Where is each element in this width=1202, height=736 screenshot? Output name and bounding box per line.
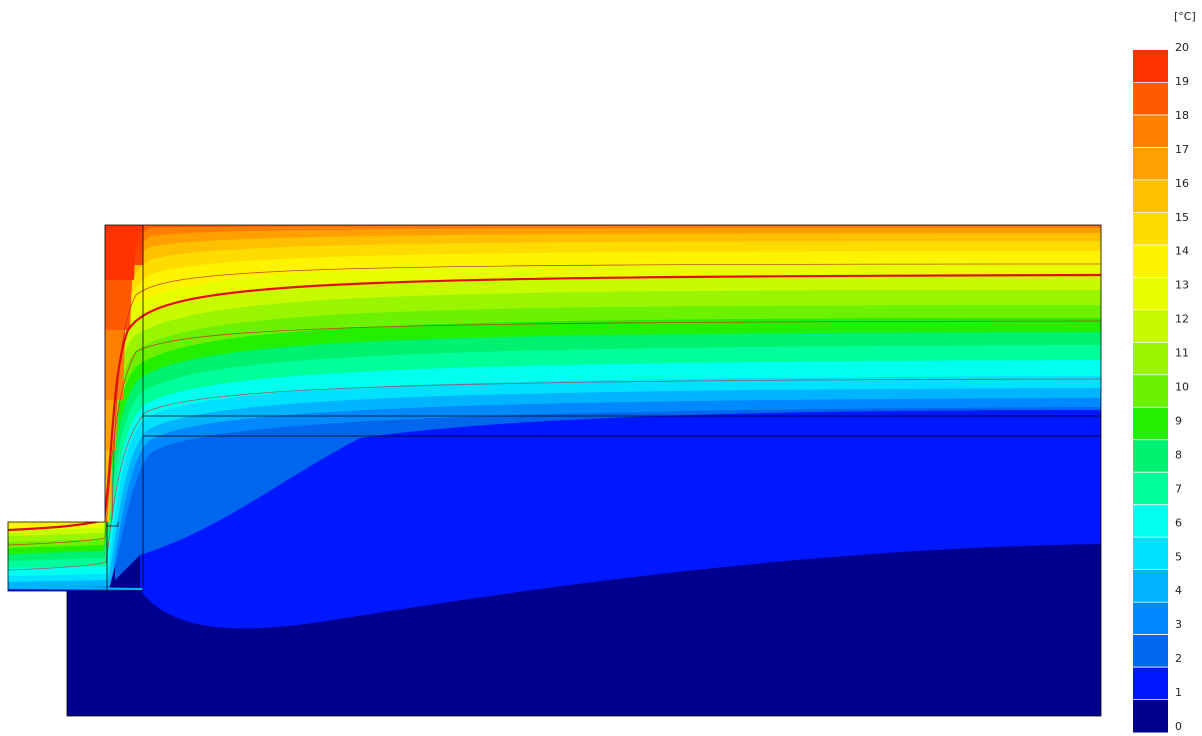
isotherm-6 xyxy=(8,378,1101,571)
legend-tick-4: 4 xyxy=(1175,584,1182,597)
band-1 xyxy=(140,410,1101,629)
legend-swatch-1 xyxy=(1133,667,1168,701)
legend-swatch-0 xyxy=(1133,699,1168,733)
legend-tick-14: 14 xyxy=(1175,245,1189,258)
legend-tick-10: 10 xyxy=(1175,381,1189,394)
isotherm-17 xyxy=(111,263,1101,521)
legend-tick-2: 2 xyxy=(1175,652,1182,665)
legend-swatch-9 xyxy=(1133,407,1168,441)
isotherm-12 xyxy=(8,320,1101,546)
corner-warm-zone xyxy=(105,225,143,265)
legend-swatch-20 xyxy=(1133,50,1168,83)
legend-tick-6: 6 xyxy=(1175,516,1182,529)
legend-tick-0: 0 xyxy=(1175,720,1182,733)
legend-tick-15: 15 xyxy=(1175,211,1189,224)
legend-swatch-13 xyxy=(1133,277,1168,311)
legend-tick-5: 5 xyxy=(1175,550,1182,563)
legend-swatch-18 xyxy=(1133,114,1168,148)
legend-tick-7: 7 xyxy=(1175,482,1182,495)
legend-tick-8: 8 xyxy=(1175,448,1182,461)
legend-swatch-12 xyxy=(1133,309,1168,343)
legend-swatch-8 xyxy=(1133,439,1168,473)
legend-swatch-19 xyxy=(1133,82,1168,116)
legend-tick-13: 13 xyxy=(1175,279,1189,292)
legend-swatch-11 xyxy=(1133,342,1168,376)
legend-swatch-7 xyxy=(1133,472,1168,506)
legend-swatch-4 xyxy=(1133,569,1168,603)
legend-swatch-6 xyxy=(1133,504,1168,538)
legend-tick-18: 18 xyxy=(1175,109,1189,122)
legend-swatch-16 xyxy=(1133,179,1168,213)
legend-tick-12: 12 xyxy=(1175,313,1189,326)
legend-swatch-14 xyxy=(1133,244,1168,278)
legend-swatch-17 xyxy=(1133,147,1168,181)
legend-swatch-10 xyxy=(1133,374,1168,408)
legend-tick-17: 17 xyxy=(1175,143,1189,156)
legend-tick-16: 16 xyxy=(1175,177,1189,190)
legend-tick-9: 9 xyxy=(1175,414,1182,427)
legend-swatch-5 xyxy=(1133,537,1168,571)
band-14 xyxy=(8,225,1101,527)
geometry-outlines xyxy=(7,224,1102,717)
legend-tick-19: 19 xyxy=(1175,75,1189,88)
legend-swatch-3 xyxy=(1133,602,1168,636)
legend-tick-20: 20 xyxy=(1175,41,1189,54)
legend-swatch-15 xyxy=(1133,212,1168,246)
footing-cold-b xyxy=(8,589,143,591)
legend-tick-11: 11 xyxy=(1175,347,1189,360)
legend-tick-3: 3 xyxy=(1175,618,1182,631)
legend-tick-1: 1 xyxy=(1175,686,1182,699)
legend-unit-label: [°C] xyxy=(1174,10,1196,23)
footing-notch xyxy=(107,522,119,527)
legend-swatch-2 xyxy=(1133,634,1168,668)
